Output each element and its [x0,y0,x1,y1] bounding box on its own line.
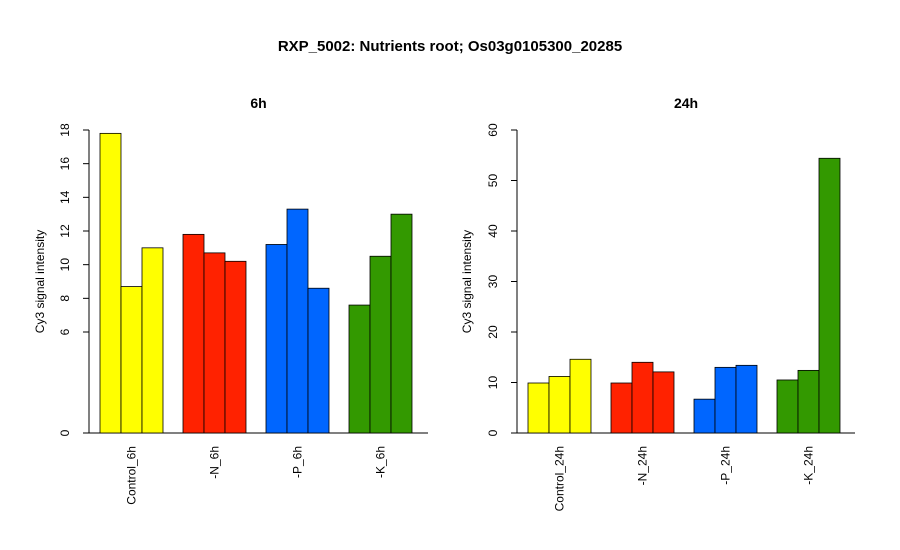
x-tick-label-1-2: -P_24h [719,446,733,485]
bar-1-3 [818,157,841,434]
x-tick-label-0-2: -P_6h [291,446,305,478]
y-tick-label-0: 0 [58,429,72,436]
bar-1-0 [548,376,571,434]
y-axis-label-1: Cy3 signal intensity [460,230,474,333]
bar-1-2 [714,366,737,434]
y-tick-label-1: 50 [486,174,500,188]
bar-0-1 [182,233,205,434]
y-tick-label-0: 12 [58,224,72,238]
y-tick-label-1: 40 [486,224,500,238]
x-tick-label-0-1: -N_6h [208,446,222,479]
y-axis-label-0: Cy3 signal intensity [33,230,47,333]
y-tick-label-1: 30 [486,275,500,289]
x-tick-label-0-0: Control_6h [125,446,139,505]
y-tick-label-0: 8 [58,295,72,302]
y-tick-label-0: 6 [58,328,72,335]
bar-0-3 [348,304,371,434]
bar-0-3 [390,213,413,434]
bar-1-0 [527,382,550,434]
panel-title-1: 24h [674,95,698,111]
bar-1-1 [652,371,675,434]
bar-0-2 [265,244,288,434]
x-tick-label-1-0: Control_24h [553,446,567,511]
bar-0-1 [203,252,226,434]
bar-1-1 [631,361,654,434]
y-tick-label-0: 18 [58,123,72,137]
figure-title: RXP_5002: Nutrients root; Os03g0105300_2… [277,38,623,55]
panel-title-0: 6h [250,95,266,111]
bar-0-0 [120,286,143,434]
x-tick-label-1-3: -K_24h [802,446,816,485]
bar-1-3 [776,379,799,434]
x-tick-label-1-1: -N_24h [636,446,650,485]
bar-0-3 [369,255,392,434]
bar-1-2 [693,398,716,434]
x-tick-label-0-3: -K_6h [374,446,388,478]
bar-0-0 [141,247,164,434]
bar-1-2 [735,364,758,434]
bar-0-2 [307,287,330,434]
y-tick-label-0: 16 [58,157,72,171]
bar-0-1 [224,260,247,434]
bar-1-0 [569,358,592,434]
y-tick-label-1: 0 [486,429,500,436]
bar-0-0 [99,132,122,434]
bar-0-2 [286,208,309,434]
y-tick-label-0: 14 [58,190,72,204]
bar-1-3 [797,369,820,434]
bar-1-1 [610,382,633,434]
y-tick-label-0: 10 [58,258,72,272]
y-tick-label-1: 60 [486,123,500,137]
y-tick-label-1: 20 [486,325,500,339]
y-tick-label-1: 10 [486,376,500,390]
